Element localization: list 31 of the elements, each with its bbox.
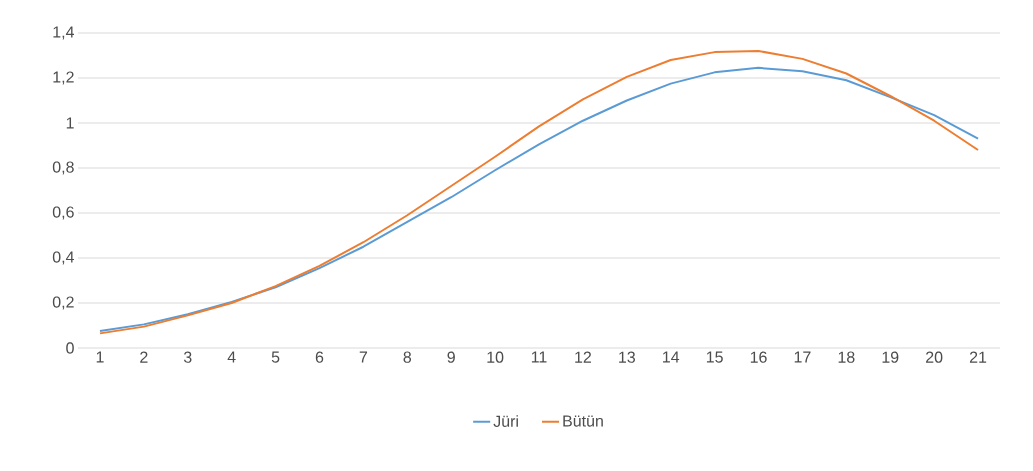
- y-tick-label: 0,8: [52, 161, 74, 175]
- legend-label: Jüri: [493, 415, 518, 427]
- x-tick-label: 13: [619, 351, 635, 363]
- x-tick-label: 9: [447, 351, 455, 363]
- x-tick-label: 4: [227, 351, 236, 363]
- x-tick-label: 8: [403, 351, 412, 363]
- x-tick-label: 18: [838, 351, 855, 363]
- x-tick-label: 3: [183, 351, 192, 363]
- x-tick-label: 11: [531, 351, 547, 363]
- x-tick-label: 5: [271, 351, 280, 363]
- x-tick-label: 15: [706, 351, 723, 363]
- x-tick-label: 7: [359, 351, 368, 363]
- x-tick-label: 20: [926, 351, 943, 363]
- x-tick-label: 14: [663, 351, 680, 363]
- y-tick-label: 1: [66, 117, 74, 129]
- x-tick-label: 10: [487, 351, 504, 363]
- x-tick-label: 1: [96, 351, 104, 363]
- x-tick-label: 17: [794, 351, 811, 363]
- y-tick-label: 1,4: [53, 26, 75, 40]
- y-tick-label: 0: [66, 342, 74, 354]
- y-tick-label: 0,6: [52, 206, 74, 220]
- x-tick-label: 16: [750, 351, 767, 363]
- y-tick-label: 0,4: [52, 251, 75, 265]
- x-tick-label: 21: [969, 351, 987, 363]
- x-tick-label: 2: [140, 351, 148, 363]
- x-tick-label: 12: [575, 351, 591, 363]
- y-tick-label: 1,2: [53, 71, 74, 85]
- y-tick-label: 0,2: [52, 296, 74, 310]
- legend-label: Bütün: [563, 415, 603, 427]
- x-tick-label: 6: [315, 351, 324, 363]
- x-tick-label: 19: [882, 351, 899, 363]
